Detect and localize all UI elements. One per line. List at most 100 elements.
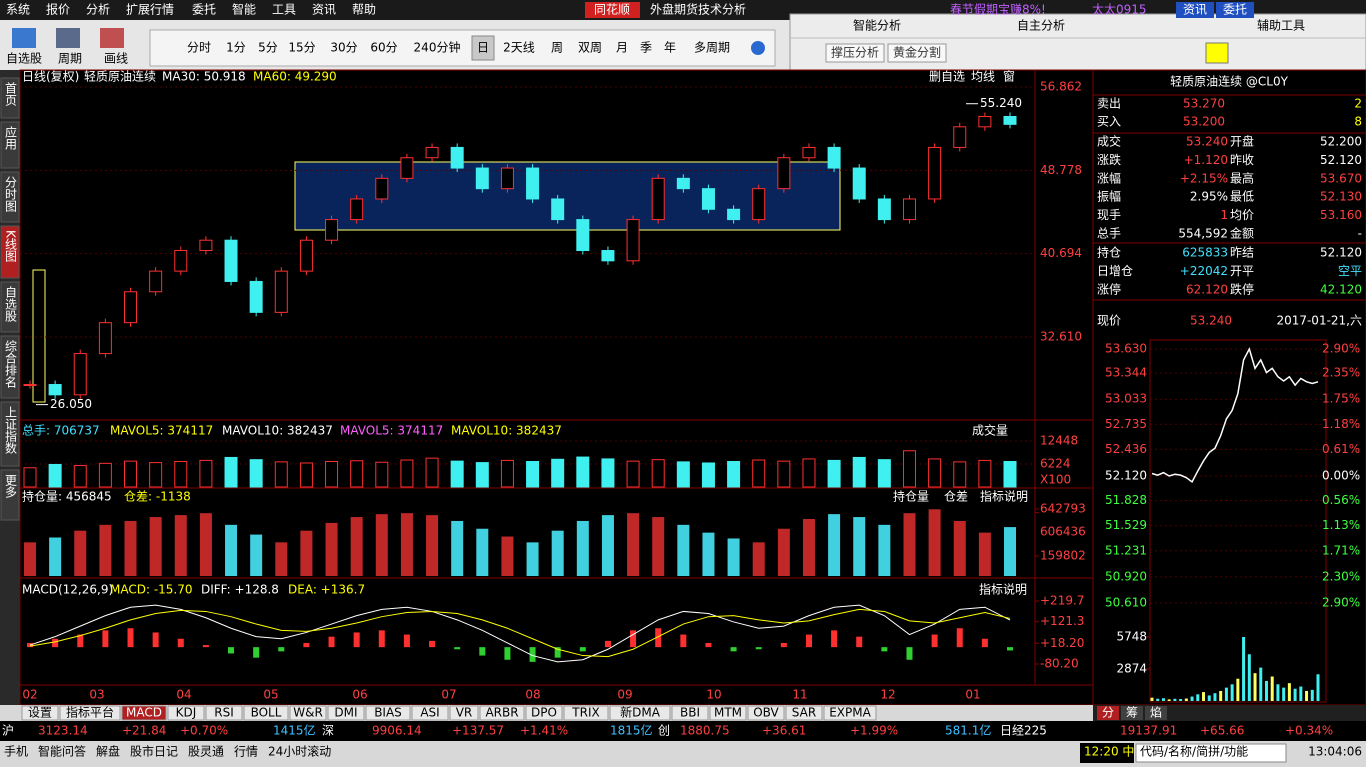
period-button[interactable]: 季 [640,41,652,55]
macd-bar [780,642,787,648]
footer-link[interactable]: 24小时滚动 [268,744,331,759]
oi-option[interactable]: 仓差 [944,490,968,504]
menu-item[interactable]: 资讯 [312,3,336,17]
minute-tab[interactable]: 焰 [1150,705,1162,720]
sidebar-tab[interactable]: 上证指数 [4,406,18,455]
quote-value: 554,592 [1178,227,1228,241]
period-button[interactable]: 1分 [226,41,246,55]
settings-icon[interactable] [751,41,765,55]
promo[interactable]: 春节假期宝赚8%! [950,2,1046,17]
period-button[interactable]: 5分 [258,41,278,55]
sidebar-tab[interactable]: 首页 [4,82,18,107]
sidebar-tab[interactable]: 分时图 [4,176,18,212]
sidebar-tab[interactable]: K线图 [4,230,18,262]
indicator-tab[interactable]: DPO [531,706,557,720]
period-button[interactable]: 年 [664,41,676,55]
panel-tab[interactable]: 智能分析 [853,18,901,33]
indicator-tab[interactable]: BBI [680,706,700,720]
indicator-tab[interactable]: VR [456,706,473,720]
color-swatch[interactable] [1205,42,1229,64]
panel-button[interactable]: 黄金分割 [893,45,941,60]
status-item: +65.66 [1200,724,1244,738]
period-button[interactable]: 双周 [578,41,602,55]
search-placeholder[interactable]: 代码/名称/简拼/功能 [1140,744,1248,759]
footer-link[interactable]: 手机 [4,745,28,759]
tool-label[interactable]: 自选股 [6,52,42,66]
indicator-tab[interactable]: OBV [753,706,779,720]
minute-tab[interactable]: 筹 [1126,706,1138,720]
sidebar-tab[interactable]: 综合排名 [4,340,18,388]
indicator-tab[interactable]: BIAS [374,706,402,720]
menu-item[interactable]: 系统 [6,3,30,17]
icon-draw[interactable] [100,28,124,48]
period-button[interactable]: 月 [616,41,628,55]
period-button[interactable]: 60分 [370,41,397,55]
indicator-tab[interactable]: SAR [792,706,816,720]
footer-link[interactable]: 行情 [234,745,258,759]
indicator-tab[interactable]: KDJ [176,706,197,720]
indicator-tab[interactable]: TRIX [571,706,599,720]
period-button[interactable]: 30分 [330,41,357,55]
oi-option[interactable]: 指标说明 [980,489,1028,504]
indicator-tab[interactable]: DMI [334,706,357,720]
period-button[interactable]: 15分 [288,41,315,55]
sidebar-tab[interactable]: 更多 [4,474,18,499]
period-button[interactable]: 240分钟 [414,40,461,55]
volume-selector[interactable]: 成交量 [972,423,1008,438]
top-button[interactable]: 委托 [1223,3,1247,17]
icon-watchlist[interactable] [12,28,36,48]
indicator-tab[interactable]: ARBR [485,706,518,720]
menu-item[interactable]: 帮助 [352,3,376,17]
period-button[interactable]: 分时 [187,41,211,55]
menu-item[interactable]: 报价 [46,2,70,17]
footer-link[interactable]: 解盘 [96,744,120,759]
footer-link[interactable]: 股市日记 [130,744,178,759]
indicator-tab[interactable]: W&R [293,706,323,720]
quote-label: 开平 [1230,264,1254,278]
menu-item[interactable]: 分析 [86,3,110,17]
period-button[interactable]: 周 [551,41,563,55]
tool-label[interactable]: 画线 [104,52,128,66]
panel-tab[interactable]: 辅助工具 [1257,19,1305,33]
footer-link[interactable]: 股灵通 [188,745,224,759]
chart-button[interactable]: 窗 [1003,70,1015,84]
sidebar-tab[interactable]: 应用 [4,125,18,151]
panel-button[interactable]: 撑压分析 [831,45,879,60]
quote-label: 卖出 [1097,97,1121,111]
menu-item[interactable]: 智能 [232,2,256,17]
panel-tab[interactable]: 自主分析 [1017,19,1065,33]
indicator-tab[interactable]: 设置 [28,706,52,720]
indicator-tab[interactable]: 新DMA [620,705,661,720]
indicator-help[interactable]: 指标说明 [979,582,1027,597]
indicator-tab[interactable]: ASI [420,706,439,720]
oi-bar [451,520,464,576]
candle [375,177,389,200]
menu-item[interactable]: 扩展行情 [126,3,174,17]
chart-button[interactable]: 删自选 [929,70,965,84]
oi-option[interactable]: 持仓量 [893,489,929,504]
indicator-tab[interactable]: EXPMA [829,706,871,720]
period-button[interactable]: 多周期 [694,41,730,55]
candle [601,250,615,262]
candle [425,146,439,159]
tool-label[interactable]: 周期 [58,52,82,66]
menu-item[interactable]: 委托 [192,3,216,17]
menu-item[interactable]: 工具 [272,3,296,17]
indicator-tab[interactable]: RSI [214,706,234,720]
minute-tab[interactable]: 分 [1102,706,1114,720]
footer-link[interactable]: 智能问答 [38,744,86,759]
indicator-tab[interactable]: BOLL [251,706,282,720]
tab-bg [365,705,411,721]
indicator-tab[interactable]: 指标平台 [66,705,114,720]
top-button[interactable]: 资讯 [1183,3,1207,17]
oi-bar [903,513,916,576]
period-button[interactable]: 日 [477,41,489,55]
period-button[interactable]: 2天线 [503,41,535,55]
indicator-tab[interactable]: MACD [126,706,162,720]
macd-bar [504,647,511,660]
indicator-tab[interactable]: MTM [714,706,742,720]
icon-period[interactable] [56,28,80,48]
chart-button[interactable]: 均线 [971,70,995,84]
sidebar-tab[interactable]: 自选股 [4,286,18,323]
search-box[interactable] [1135,743,1287,763]
